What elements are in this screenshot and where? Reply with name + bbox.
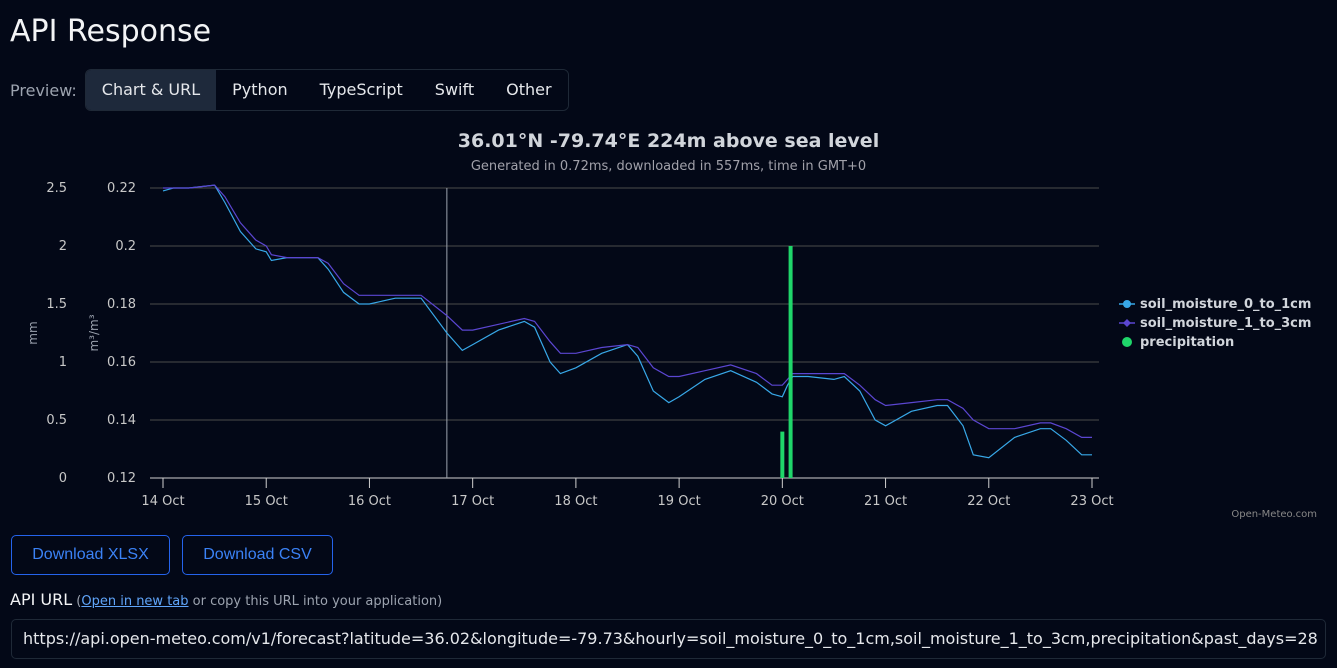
y-axis-title: mm [26, 321, 40, 344]
chart-title: 36.01°N -79.74°E 224m above sea level [457, 130, 880, 152]
tab-other[interactable]: Other [490, 70, 568, 110]
y-tick-label: 0.18 [107, 297, 136, 312]
download-csv-button[interactable]: Download CSV [182, 535, 333, 575]
chart-credits[interactable]: Open-Meteo.com [1231, 509, 1317, 520]
preview-tabs: Chart & URL Python TypeScript Swift Othe… [84, 69, 569, 111]
api-url-paren: ( [72, 594, 82, 609]
chart-grid [150, 187, 1099, 421]
legend-item-label[interactable]: soil_moisture_1_to_3cm [1140, 316, 1311, 331]
x-axis: 14 Oct 15 Oct 16 Oct 17 Oct 18 Oct 19 Oct 20 O… [141, 477, 1114, 509]
api-url-field[interactable]: https://api.open-meteo.com/v1/forecast?l… [11, 619, 1326, 659]
page-title: API Response [10, 14, 212, 49]
x-tick-label: 15 Oct [245, 494, 288, 509]
y-tick-label: 0.5 [46, 413, 67, 428]
y-tick-label: 0.22 [107, 181, 136, 196]
x-tick-label: 19 Oct [658, 494, 701, 509]
y-tick-label: 2.5 [46, 181, 67, 196]
y-tick-label: 1 [59, 355, 67, 370]
x-tick-label: 14 Oct [141, 494, 184, 509]
tab-chart-url[interactable]: Chart & URL [85, 70, 217, 110]
preview-label: Preview: [10, 80, 77, 100]
y-tick-label: 0 [59, 471, 67, 486]
y-axis-precipitation: 0 0.5 1 1.5 2 2.5 mm [26, 181, 67, 486]
x-tick-label: 18 Oct [554, 494, 597, 509]
preview-tabs-row: Preview: Chart & URL Python TypeScript S… [10, 69, 569, 111]
y-axis-title: m³/m³ [87, 314, 101, 351]
legend-marker-circle-icon [1122, 337, 1132, 347]
api-url-heading: API URL (Open in new tab or copy this UR… [10, 590, 442, 609]
chart: 0 0.5 1 1.5 2 2.5 mm 0.12 0.14 0.16 0.18 0.2 0.22 m³… [26, 181, 1311, 509]
legend-circle-icon [1123, 300, 1131, 308]
api-url-hint: or copy this URL into your application) [188, 594, 443, 609]
x-tick-label: 20 Oct [761, 494, 804, 509]
y-tick-label: 0.14 [107, 413, 136, 428]
legend-diamond-icon [1123, 319, 1131, 327]
chart-series [162, 184, 1092, 478]
y-tick-label: 0.16 [107, 355, 136, 370]
y-tick-label: 2 [59, 239, 67, 254]
soil-moisture-0-to-1cm-line [162, 184, 1092, 459]
x-tick-label: 22 Oct [967, 494, 1010, 509]
tab-typescript[interactable]: TypeScript [303, 70, 419, 110]
legend-item-label[interactable]: precipitation [1140, 335, 1234, 350]
precipitation-bar [780, 431, 785, 478]
api-url-label: API URL [10, 590, 73, 609]
x-tick-label: 21 Oct [864, 494, 907, 509]
chart-subtitle: Generated in 0.72ms, downloaded in 557ms… [470, 159, 867, 174]
y-axis-soil-moisture: 0.12 0.14 0.16 0.18 0.2 0.22 m³/m³ [87, 181, 136, 486]
y-tick-label: 0.2 [115, 239, 136, 254]
x-tick-label: 17 Oct [451, 494, 494, 509]
legend-item-label[interactable]: soil_moisture_0_to_1cm [1140, 297, 1311, 312]
download-xlsx-button[interactable]: Download XLSX [11, 535, 170, 575]
chart-legend: soil_moisture_0_to_1cm soil_moisture_1_to… [1119, 297, 1311, 350]
y-tick-label: 1.5 [46, 297, 67, 312]
precipitation-bar [788, 246, 793, 478]
x-tick-label: 16 Oct [348, 494, 391, 509]
soil-moisture-1-to-3cm-line [163, 184, 1092, 438]
x-tick-label: 23 Oct [1070, 494, 1113, 509]
tab-swift[interactable]: Swift [418, 70, 491, 110]
y-tick-label: 0.12 [107, 471, 136, 486]
open-in-new-tab-link[interactable]: Open in new tab [81, 594, 189, 609]
tab-python[interactable]: Python [216, 70, 304, 110]
